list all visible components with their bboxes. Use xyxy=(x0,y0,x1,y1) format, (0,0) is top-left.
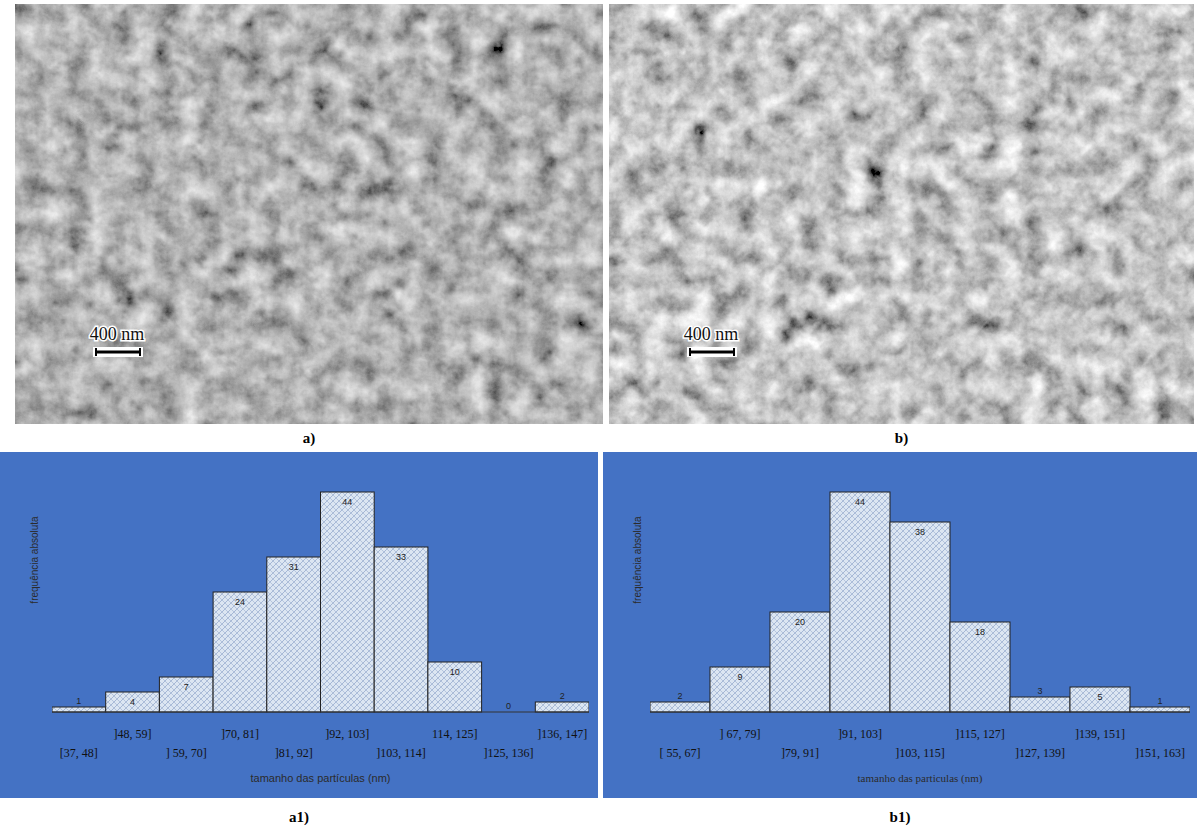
x-tick-label: ]92, 103] xyxy=(325,727,369,741)
bar xyxy=(650,702,710,712)
bar xyxy=(267,557,321,712)
panel-label: b) xyxy=(895,430,908,447)
scale-bar-cap xyxy=(95,348,97,356)
data-label: 18 xyxy=(975,627,985,637)
data-label: 24 xyxy=(235,597,245,607)
scale-bar xyxy=(93,347,143,357)
x-tick-label: ]70, 81] xyxy=(221,727,259,741)
x-axis-title: tamanho das partículas (nm) xyxy=(250,772,390,784)
data-label: 5 xyxy=(1097,692,1102,702)
x-tick-label: ]127, 139] xyxy=(1015,746,1065,760)
scale-bar-halo xyxy=(93,347,143,357)
scale-bar-cap xyxy=(689,348,691,356)
panel-label: a1) xyxy=(289,809,309,826)
x-axis-line xyxy=(52,712,589,713)
data-label: 44 xyxy=(855,497,865,507)
x-tick-label: ]115, 127] xyxy=(955,727,1005,741)
scale-bar-line xyxy=(96,351,140,354)
x-tick-label: ]91, 103] xyxy=(838,727,882,741)
scale-bar-halo xyxy=(687,347,737,357)
x-tick-label: ]125, 136] xyxy=(483,746,533,760)
data-label: 2 xyxy=(677,691,682,701)
panel-label: a) xyxy=(303,430,316,447)
bar xyxy=(710,667,770,712)
scale-bar xyxy=(687,347,737,357)
bar xyxy=(428,662,482,712)
x-axis-title: tamanho das particulas (nm) xyxy=(858,772,983,785)
data-label: 31 xyxy=(289,562,299,572)
panel-divider xyxy=(598,452,603,798)
panel-label: b1) xyxy=(890,809,911,826)
y-axis-title: frequência absoluta xyxy=(29,516,40,604)
figure: 400 nma)400 nmb)147243144331002[37, 48]]… xyxy=(0,0,1197,831)
bars xyxy=(52,492,589,712)
bar xyxy=(1070,687,1130,712)
scale-bar-label: 400 nm xyxy=(684,324,739,344)
x-tick-label: 114, 125] xyxy=(432,727,478,741)
sem-image xyxy=(15,4,603,424)
bar xyxy=(213,592,267,712)
data-label: 10 xyxy=(450,667,460,677)
x-tick-label: [37, 48] xyxy=(60,746,98,760)
panel-background xyxy=(603,452,1197,798)
bar xyxy=(890,522,950,712)
x-tick-label: ]48, 59] xyxy=(114,727,152,741)
data-label: 1 xyxy=(76,696,81,706)
x-tick-label: ]103, 115] xyxy=(895,746,945,760)
bar xyxy=(52,707,106,712)
data-label: 1 xyxy=(1157,696,1162,706)
x-tick-label: ]103, 114] xyxy=(376,746,426,760)
x-tick-label: ]151, 163] xyxy=(1135,746,1185,760)
x-tick-label: ]136, 147] xyxy=(537,727,587,741)
bar xyxy=(321,492,375,712)
data-label: 4 xyxy=(130,697,135,707)
scale-bar-label: 400 nm xyxy=(90,324,145,344)
scale-bar-cap xyxy=(139,348,141,356)
data-label: 3 xyxy=(1037,686,1042,696)
x-tick-label: ]79, 91] xyxy=(781,746,819,760)
panel-background xyxy=(0,452,598,798)
x-tick-label: [ 55, 67] xyxy=(660,746,701,760)
bar xyxy=(1010,697,1070,712)
x-axis-line xyxy=(650,712,1190,713)
scale-bar-cap xyxy=(733,348,735,356)
x-tick-label: ]139, 151] xyxy=(1075,727,1125,741)
scale-bar-line xyxy=(690,351,734,354)
data-label: 7 xyxy=(184,682,189,692)
sem-image xyxy=(609,4,1194,424)
data-label: 44 xyxy=(342,497,352,507)
bar xyxy=(374,547,428,712)
data-label: 33 xyxy=(396,552,406,562)
x-tick-label: ] 59, 70] xyxy=(166,746,207,760)
bar xyxy=(950,622,1010,712)
x-tick-label: ]81, 92] xyxy=(275,746,313,760)
bar xyxy=(159,677,213,712)
bar xyxy=(535,702,589,712)
bar xyxy=(106,692,160,712)
y-axis-title: frequência absoluta xyxy=(632,516,643,604)
data-label: 20 xyxy=(795,617,805,627)
x-tick-label: ] 67, 79] xyxy=(720,727,761,741)
bar xyxy=(830,492,890,712)
bar xyxy=(1130,707,1190,712)
data-label: 9 xyxy=(737,672,742,682)
bars xyxy=(650,492,1190,712)
data-label: 38 xyxy=(915,527,925,537)
bar xyxy=(770,612,830,712)
data-label: 0 xyxy=(506,701,511,711)
data-label: 2 xyxy=(560,691,565,701)
